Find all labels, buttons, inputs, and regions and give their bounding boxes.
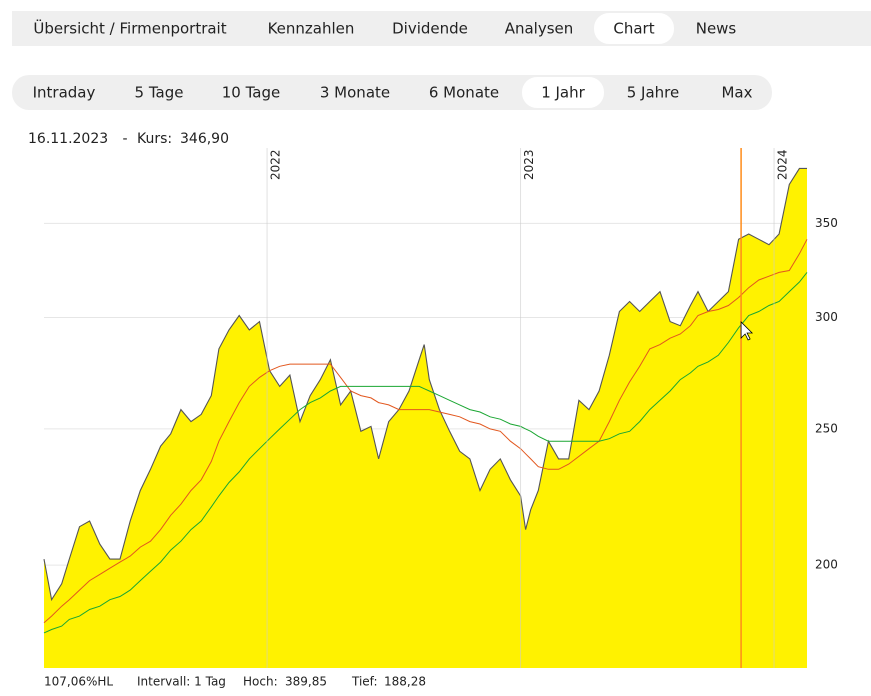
footer-low: 188,28	[384, 675, 426, 689]
x-tick-label: 2024	[776, 149, 790, 180]
info-separator: -	[122, 131, 127, 147]
footer: 107,06%HL Intervall: 1 Tag Hoch: 389,85 …	[44, 675, 426, 689]
period-tab[interactable]: 5 Tage	[135, 84, 184, 102]
price-line	[43, 167, 807, 602]
x-tick-label: 2023	[522, 149, 536, 180]
y-tick-label: 250	[815, 421, 838, 435]
price-area	[44, 168, 807, 668]
active-tab-bg	[594, 13, 674, 44]
nav-tab[interactable]: Chart	[613, 20, 654, 38]
nav-bar	[12, 11, 871, 46]
info-date: 16.11.2023	[28, 131, 108, 147]
info-label: Kurs:	[137, 131, 172, 147]
period-tab[interactable]: Max	[721, 84, 752, 102]
nav-tab[interactable]: Dividende	[392, 20, 468, 38]
x-tick-label: 2022	[269, 149, 283, 180]
nav-tab[interactable]: Übersicht / Firmenportrait	[33, 19, 226, 38]
y-tick-label: 350	[815, 216, 838, 230]
moving-average-line	[43, 272, 808, 634]
period-tab[interactable]: 3 Monate	[320, 84, 390, 102]
footer-high: 389,85	[285, 675, 327, 689]
active-period-bg	[522, 77, 604, 108]
period-tab[interactable]: 10 Tage	[222, 84, 280, 102]
nav-tab[interactable]: Kennzahlen	[268, 20, 355, 38]
moving-average-line	[43, 239, 808, 624]
footer-range: 107,06%HL	[44, 675, 113, 689]
footer-high-label: Hoch:	[243, 675, 278, 689]
y-tick-label: 200	[815, 558, 838, 572]
info-line: 16.11.2023 - Kurs: 346,90	[28, 131, 229, 147]
mouse-pointer	[740, 321, 754, 341]
nav-tab[interactable]: News	[696, 20, 737, 38]
footer-low-label: Tief:	[351, 675, 378, 689]
footer-interval: Intervall: 1 Tag	[137, 675, 226, 689]
info-value: 346,90	[180, 131, 229, 147]
plot: 200 250 300 350 2022 2023 2024	[43, 148, 838, 668]
nav-tab[interactable]: Analysen	[505, 20, 574, 38]
period-tab[interactable]: 5 Jahre	[627, 84, 680, 102]
period-tab[interactable]: 1 Jahr	[541, 84, 585, 102]
period-tab[interactable]: Intraday	[33, 84, 96, 102]
period-tab[interactable]: 6 Monate	[429, 84, 499, 102]
y-tick-label: 300	[815, 310, 838, 324]
